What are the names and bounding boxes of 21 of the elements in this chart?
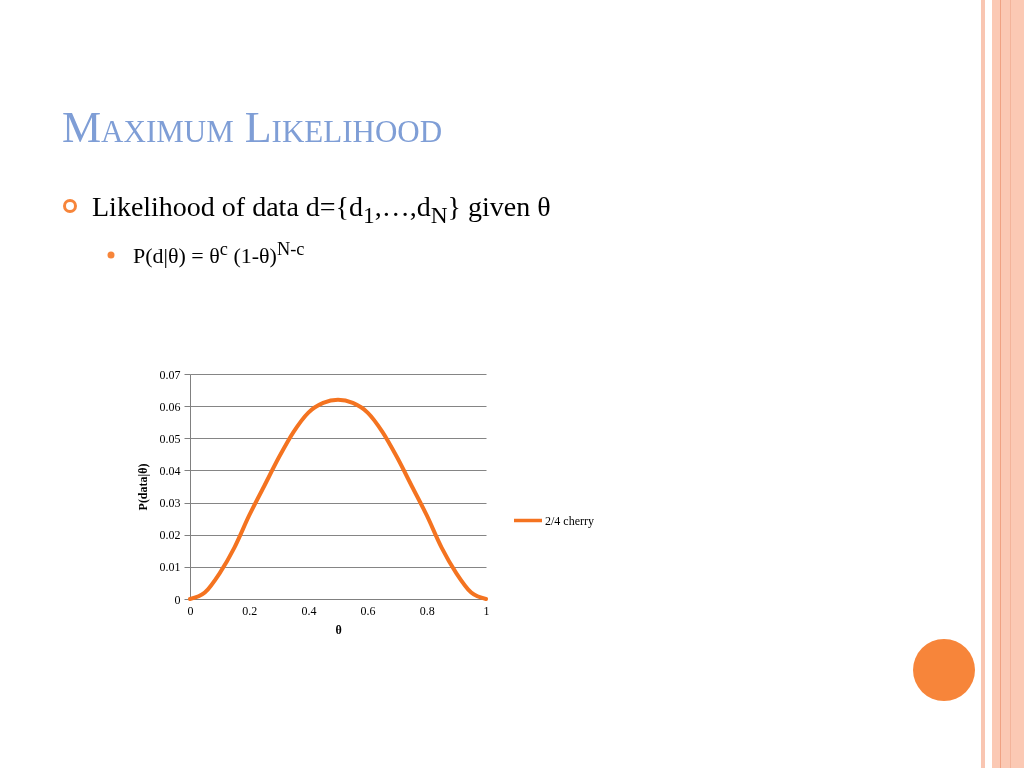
legend-label: 2/4 cherry bbox=[545, 513, 594, 528]
chart-title: Maximum Likelihood bbox=[62, 103, 443, 152]
y-axis-title: P(data|θ) bbox=[135, 463, 150, 511]
y-tick-label: 0.03 bbox=[159, 496, 181, 511]
text: Likelihood of data d={d$_{1}$,…,d$_{N}$} given θ bbox=[92, 191, 551, 229]
y-tick-label: 0.05 bbox=[159, 431, 181, 446]
x-tick-label: 0.2 bbox=[242, 603, 258, 618]
text: P(d|θ) = θ$^{c}$ (1-θ)$^{N-c}$ bbox=[133, 239, 305, 269]
x-tick-label: 1 bbox=[483, 603, 490, 618]
x-tick-label: 0.6 bbox=[360, 603, 376, 618]
y-tick-label: 0 bbox=[174, 592, 181, 607]
x-axis-title: θ bbox=[335, 622, 342, 637]
y-tick-label: 0.01 bbox=[159, 560, 181, 575]
y-tick-label: 0.07 bbox=[159, 367, 181, 382]
y-tick-label: 0.04 bbox=[159, 463, 181, 478]
x-tick-label: 0.4 bbox=[301, 603, 317, 618]
x-tick-label: 0 bbox=[187, 603, 194, 618]
y-tick-label: 0.02 bbox=[159, 528, 181, 543]
y-tick-label: 0.06 bbox=[159, 399, 181, 414]
x-tick-label: 0.8 bbox=[419, 603, 435, 618]
line-series bbox=[188, 397, 488, 601]
